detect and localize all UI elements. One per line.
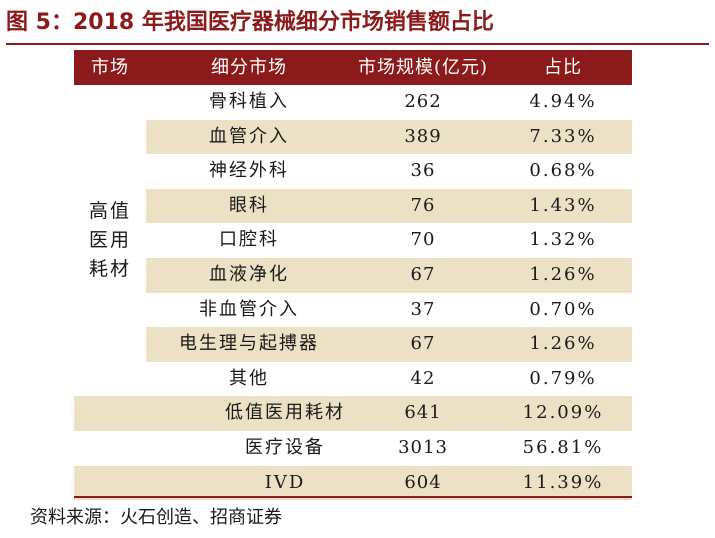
share-cell: 4.94%	[529, 91, 597, 112]
share-cell: 1.26%	[529, 264, 597, 285]
share-cell: 1.32%	[529, 229, 597, 251]
submarket-cell: 骨科植入	[209, 91, 289, 112]
table-row: 血管介入 389 7.33%	[146, 119, 632, 155]
header-submarket: 细分市场	[211, 57, 287, 78]
market-size-cell: 641	[404, 402, 442, 424]
market-size-cell: 67	[410, 333, 436, 355]
share-cell: 12.09%	[522, 402, 604, 424]
submarket-cell: 电生理与起搏器	[179, 333, 319, 355]
share-cell: 1.43%	[529, 194, 597, 216]
market-size-cell: 3013	[398, 437, 448, 458]
table-row: 口腔科 70 1.32%	[146, 223, 632, 258]
share-cell: 7.33%	[529, 125, 597, 147]
share-cell: 0.79%	[529, 367, 597, 389]
table-bottom-rule	[74, 496, 632, 498]
header-market: 市场	[91, 57, 129, 78]
market-size-cell: 36	[410, 160, 436, 182]
header-share: 占比	[544, 57, 582, 78]
submarket-cell: IVD	[264, 471, 306, 493]
submarket-cell: 眼科	[229, 194, 269, 216]
table-header: 市场 细分市场 市场规模(亿元) 占比	[74, 50, 632, 85]
header-market-size: 市场规模(亿元)	[357, 57, 489, 78]
market-size-cell: 42	[410, 367, 436, 389]
market-size-cell: 604	[404, 471, 442, 493]
submarket-cell: 医疗设备	[245, 437, 325, 458]
group-label-high-value-consumables: 高值 医用 耗材	[74, 85, 146, 396]
market-size-cell: 37	[410, 298, 436, 320]
table-row: 骨科植入 262 4.94%	[146, 85, 632, 120]
submarket-cell: 低值医用耗材	[225, 402, 345, 424]
share-cell: 0.68%	[529, 160, 597, 182]
share-cell: 1.26%	[529, 333, 597, 355]
group-label-line: 医用	[89, 229, 132, 251]
share-cell: 11.39%	[522, 471, 604, 493]
table-row: 血液净化 67 1.26%	[146, 258, 632, 293]
table-row: 电生理与起搏器 67 1.26%	[146, 327, 632, 362]
table-row: 神经外科 36 0.68%	[146, 154, 632, 189]
market-size-cell: 262	[404, 91, 442, 112]
source-note: 资料来源：火石创造、招商证券	[30, 507, 282, 528]
submarket-cell: 血管介入	[209, 125, 289, 147]
table-row: 眼科 76 1.43%	[146, 188, 632, 224]
submarket-cell: 口腔科	[219, 229, 279, 251]
submarket-cell: 其他	[229, 367, 269, 389]
table-row: 非血管介入 37 0.70%	[146, 293, 632, 328]
market-size-cell: 67	[410, 264, 436, 285]
market-size-cell: 389	[404, 125, 442, 147]
market-size-cell: 70	[410, 229, 436, 251]
share-cell: 56.81%	[522, 437, 604, 458]
submarket-cell: 非血管介入	[199, 298, 299, 320]
table-row: 低值医用耗材 641 12.09%	[74, 396, 632, 431]
submarket-cell: 神经外科	[209, 160, 289, 182]
title-divider	[6, 43, 709, 45]
table-row: 医疗设备 3013 56.81%	[74, 431, 632, 466]
table-row: IVD 604 11.39%	[74, 465, 632, 501]
market-size-cell: 76	[410, 194, 436, 216]
share-cell: 0.70%	[529, 298, 597, 320]
market-share-table: 市场 细分市场 市场规模(亿元) 占比 高值 医用 耗材 骨科植入 262 4.94…	[74, 50, 632, 501]
figure-title: 图 5：2018 年我国医疗器械细分市场销售额占比	[6, 10, 494, 35]
table-row: 其他 42 0.79%	[146, 362, 632, 397]
group-label-line: 耗材	[89, 258, 132, 280]
submarket-cell: 血液净化	[209, 264, 289, 285]
group-label-line: 高值	[89, 200, 132, 222]
